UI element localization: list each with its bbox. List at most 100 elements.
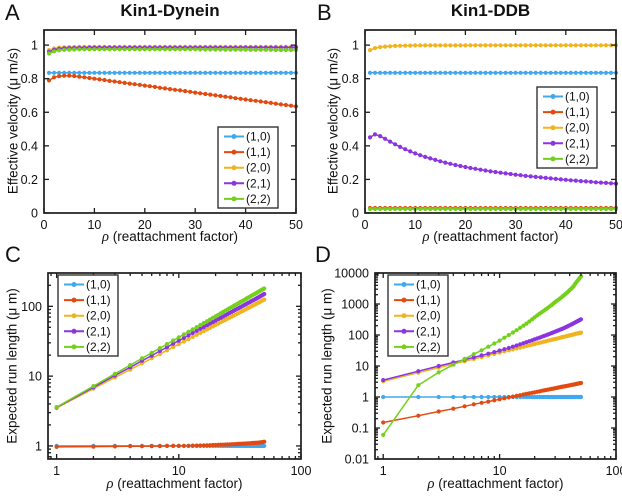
data-point: [262, 291, 267, 297]
data-point: [578, 380, 584, 386]
y-tick-label: 0.4: [342, 139, 359, 153]
data-point: [213, 70, 218, 75]
data-point: [248, 98, 253, 103]
data-point: [403, 147, 408, 152]
data-point: [112, 79, 117, 84]
data-point: [497, 397, 502, 402]
data-point: [188, 70, 193, 75]
series-(1,1): [381, 380, 584, 425]
y-tick-label: 1000: [341, 298, 369, 312]
data-point: [598, 180, 603, 185]
x-tick-label: 40: [559, 218, 573, 232]
data-point: [578, 43, 583, 48]
data-point: [503, 206, 508, 212]
data-point: [518, 325, 523, 330]
data-point: [82, 70, 87, 75]
data-point: [139, 444, 145, 449]
data-point: [483, 43, 488, 48]
legend-label: (1,0): [246, 130, 271, 144]
data-point: [478, 70, 483, 75]
data-point: [543, 43, 548, 48]
series-(2,1): [381, 317, 584, 383]
data-point: [471, 394, 476, 400]
data-point: [243, 70, 248, 75]
data-point: [498, 206, 503, 212]
data-point: [433, 206, 438, 212]
data-point: [510, 330, 515, 335]
data-point: [172, 47, 178, 52]
data-point: [208, 92, 213, 97]
data-point: [62, 73, 67, 78]
data-point: [478, 43, 483, 48]
data-point: [152, 70, 157, 75]
data-point: [462, 404, 467, 409]
data-point: [92, 70, 97, 75]
legend-marker: [401, 297, 407, 303]
data-point: [518, 342, 523, 347]
data-point: [223, 70, 228, 75]
data-point: [213, 93, 218, 98]
data-point: [458, 163, 463, 169]
data-point: [453, 162, 458, 168]
data-point: [157, 47, 162, 52]
y-tick-label: 100: [348, 329, 369, 343]
data-point: [381, 378, 386, 383]
panel-a-xlabel: ρ (reattachment factor): [101, 229, 239, 245]
data-point: [194, 332, 199, 337]
data-point: [448, 206, 453, 212]
data-point: [127, 70, 132, 75]
series-(1,1): [46, 73, 299, 109]
data-point: [157, 346, 162, 351]
data-point: [233, 70, 238, 75]
data-point: [558, 70, 563, 75]
data-point: [603, 206, 609, 212]
data-point: [483, 70, 488, 75]
data-point: [171, 338, 176, 343]
x-tick-label: 10: [87, 218, 101, 232]
data-point: [172, 87, 178, 92]
data-point: [497, 338, 502, 343]
data-point: [408, 43, 413, 48]
panel-a-title: Kin1-Dynein: [120, 1, 220, 20]
data-point: [171, 443, 176, 448]
data-point: [77, 70, 82, 75]
data-point: [593, 43, 598, 48]
data-point: [492, 350, 497, 355]
data-point: [471, 355, 476, 360]
data-point: [164, 345, 170, 350]
data-point: [508, 206, 513, 212]
data-point: [137, 70, 142, 75]
data-point: [443, 206, 448, 212]
data-point: [213, 47, 218, 52]
data-point: [558, 177, 563, 182]
legend-label: (2,1): [246, 176, 271, 190]
data-point: [486, 394, 491, 400]
data-point: [478, 167, 483, 172]
data-point: [502, 396, 507, 401]
data-point: [451, 406, 456, 411]
data-point: [558, 43, 563, 48]
x-tick-label: 10: [493, 464, 507, 478]
data-point: [510, 394, 515, 399]
data-point: [378, 134, 383, 139]
data-point: [87, 70, 92, 75]
data-point: [82, 47, 87, 52]
data-point: [533, 206, 538, 212]
data-point: [164, 443, 170, 448]
data-point: [238, 70, 243, 75]
data-point: [107, 70, 112, 75]
data-point: [523, 70, 528, 75]
data-point: [428, 206, 433, 212]
data-point: [408, 149, 413, 154]
x-tick-label: 1: [380, 464, 387, 478]
x-tick-label: 100: [606, 464, 622, 478]
data-point: [77, 47, 82, 52]
legend-label: (2,1): [86, 324, 111, 338]
data-point: [583, 70, 588, 75]
data-point: [167, 70, 173, 75]
data-point: [513, 172, 518, 177]
data-point: [378, 70, 383, 75]
data-point: [413, 151, 418, 156]
data-point: [147, 84, 152, 89]
data-point: [462, 356, 467, 361]
